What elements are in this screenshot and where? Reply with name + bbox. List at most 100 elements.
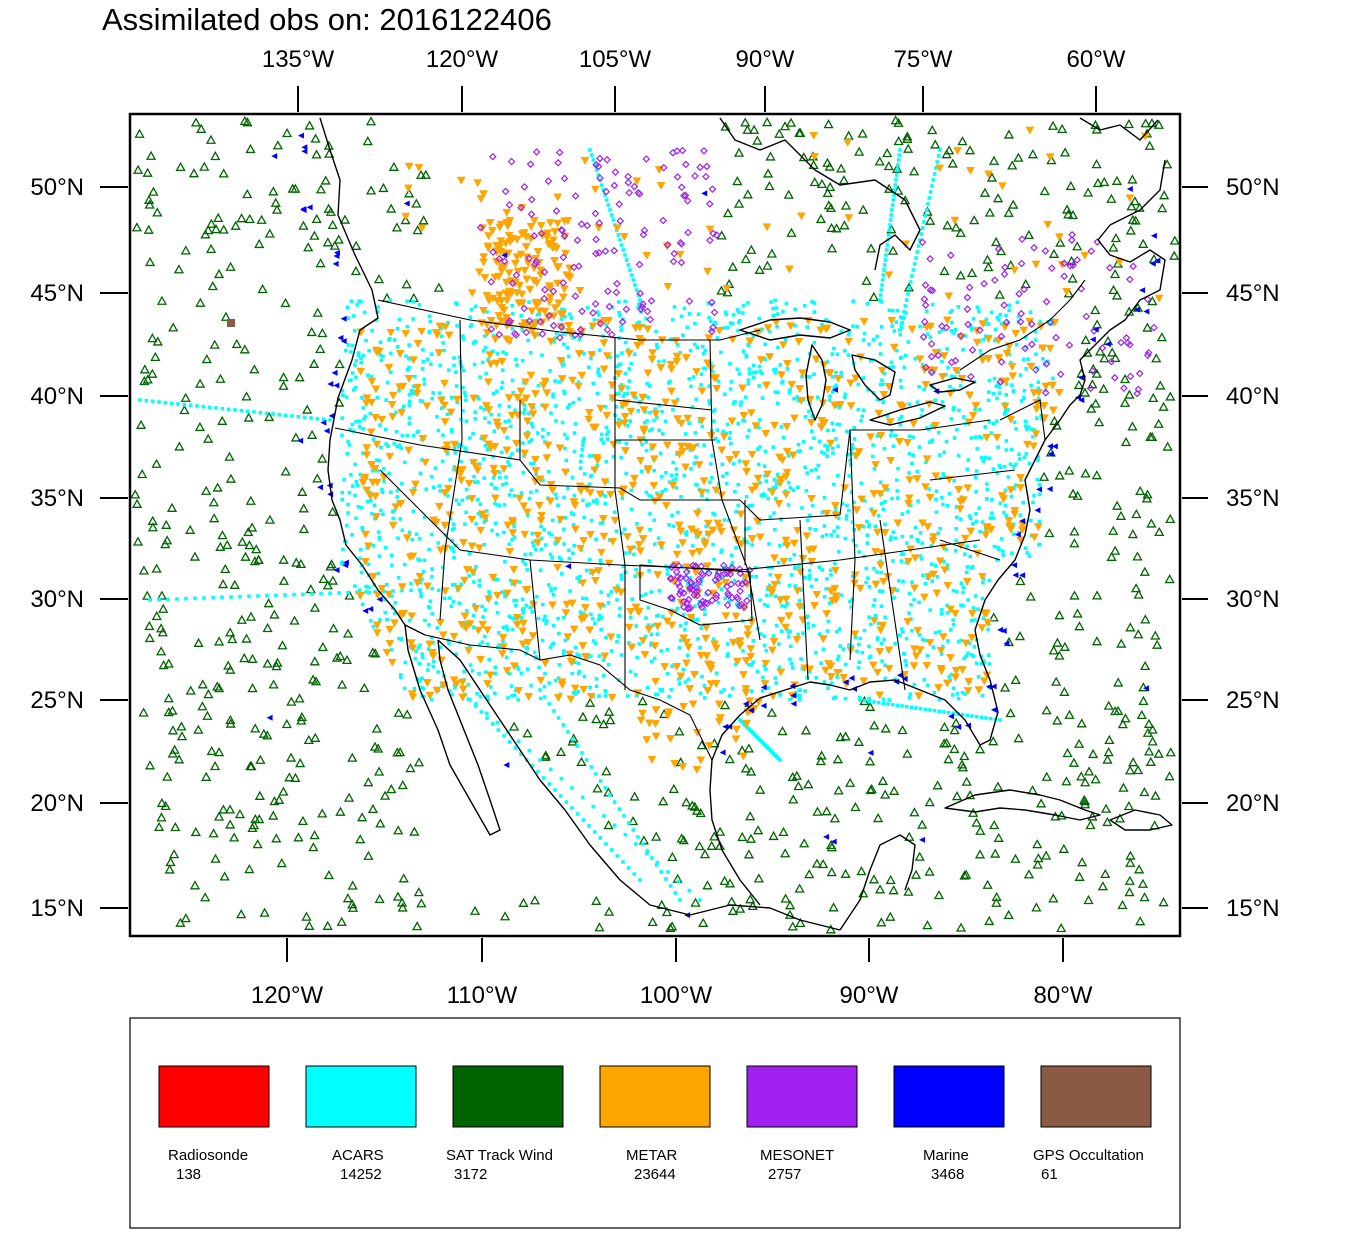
- metar-marker: [857, 495, 867, 504]
- acars-marker: [1037, 492, 1042, 497]
- acars-marker: [824, 533, 829, 537]
- metar-marker: [821, 666, 831, 675]
- metar-marker: [441, 323, 450, 331]
- acars-marker: [417, 536, 422, 541]
- acars-marker: [527, 440, 532, 444]
- acars-marker: [351, 388, 356, 392]
- acars-marker: [538, 696, 543, 701]
- acars-marker: [817, 439, 822, 444]
- acars-marker: [606, 593, 611, 597]
- sat-wind-marker: [811, 858, 823, 868]
- acars-marker: [484, 518, 488, 523]
- metar-marker: [509, 662, 519, 671]
- acars-marker: [562, 342, 566, 347]
- acars-marker: [973, 544, 977, 549]
- acars-marker: [687, 421, 692, 425]
- sat-wind-marker: [367, 803, 379, 814]
- metar-marker: [667, 387, 676, 396]
- sat-wind-marker: [323, 140, 334, 150]
- acars-marker: [400, 528, 405, 533]
- acars-marker: [515, 448, 520, 452]
- acars-marker: [668, 884, 673, 888]
- sat-wind-marker: [365, 185, 377, 195]
- acars-marker: [538, 688, 542, 692]
- sat-wind-marker: [914, 851, 925, 861]
- mesonet-marker: [677, 183, 686, 192]
- acars-marker: [789, 644, 793, 649]
- acars-marker: [895, 703, 900, 708]
- acars-marker: [371, 543, 376, 548]
- mesonet-marker: [712, 591, 721, 599]
- metar-marker: [626, 407, 636, 416]
- acars-marker: [937, 629, 942, 634]
- sat-wind-marker: [298, 220, 309, 230]
- metar-marker: [930, 422, 940, 431]
- metar-marker: [819, 361, 829, 370]
- metar-marker: [938, 633, 948, 642]
- metar-marker: [390, 619, 399, 628]
- metar-marker: [656, 181, 666, 190]
- sat-wind-marker: [363, 850, 374, 860]
- acars-marker: [459, 365, 464, 369]
- metar-marker: [922, 455, 932, 464]
- acars-marker: [843, 662, 848, 667]
- acars-marker: [997, 463, 1002, 468]
- acars-marker: [861, 376, 866, 380]
- acars-marker: [346, 590, 350, 595]
- acars-marker: [887, 308, 892, 313]
- acars-marker: [872, 598, 877, 602]
- marine-marker: [333, 249, 340, 256]
- metar-marker: [672, 352, 682, 361]
- acars-marker: [980, 693, 985, 698]
- acars-marker: [567, 556, 572, 561]
- marine-marker: [1000, 627, 1007, 634]
- acars-marker: [861, 408, 866, 413]
- sat-wind-marker: [420, 169, 431, 179]
- metar-marker: [408, 644, 418, 653]
- mesonet-marker: [604, 287, 612, 296]
- sat-wind-marker: [230, 220, 241, 230]
- mesonet-marker: [647, 296, 656, 305]
- sat-wind-marker: [957, 136, 968, 146]
- acars-marker: [539, 524, 543, 529]
- metar-marker: [534, 501, 544, 510]
- acars-marker: [579, 453, 584, 458]
- metar-marker: [763, 470, 772, 479]
- acars-marker: [350, 371, 355, 375]
- sat-wind-marker: [1129, 196, 1140, 206]
- acars-marker: [708, 402, 712, 406]
- acars-marker: [749, 663, 754, 667]
- sat-wind-marker: [254, 238, 265, 249]
- acars-marker: [1026, 357, 1030, 361]
- sat-wind-marker: [1091, 470, 1102, 480]
- acars-marker: [629, 361, 634, 366]
- metar-marker: [932, 589, 942, 598]
- acars-marker: [754, 574, 758, 579]
- metar-marker: [591, 577, 600, 586]
- acars-marker: [655, 345, 660, 350]
- sat-wind-marker: [883, 160, 894, 171]
- acars-marker: [595, 498, 599, 502]
- metar-marker: [530, 331, 540, 340]
- acars-marker: [621, 248, 626, 252]
- acars-marker: [739, 400, 743, 404]
- acars-marker: [751, 334, 756, 338]
- sat-wind-marker: [885, 874, 896, 885]
- metar-marker: [971, 402, 981, 411]
- acars-marker: [392, 338, 397, 342]
- metar-marker: [739, 752, 748, 761]
- acars-marker: [576, 380, 581, 384]
- acars-marker: [1037, 519, 1042, 524]
- acars-marker: [500, 368, 505, 372]
- sat-wind-marker: [254, 790, 265, 800]
- acars-marker: [473, 704, 478, 708]
- acars-marker: [693, 321, 697, 326]
- sat-wind-marker: [941, 737, 952, 748]
- sat-wind-marker: [386, 203, 397, 213]
- mesonet-marker: [677, 258, 686, 267]
- acars-marker: [538, 568, 543, 573]
- sat-wind-marker: [1061, 776, 1072, 786]
- acars-marker: [847, 508, 851, 513]
- acars-marker: [760, 396, 765, 400]
- sat-wind-marker: [1099, 353, 1110, 363]
